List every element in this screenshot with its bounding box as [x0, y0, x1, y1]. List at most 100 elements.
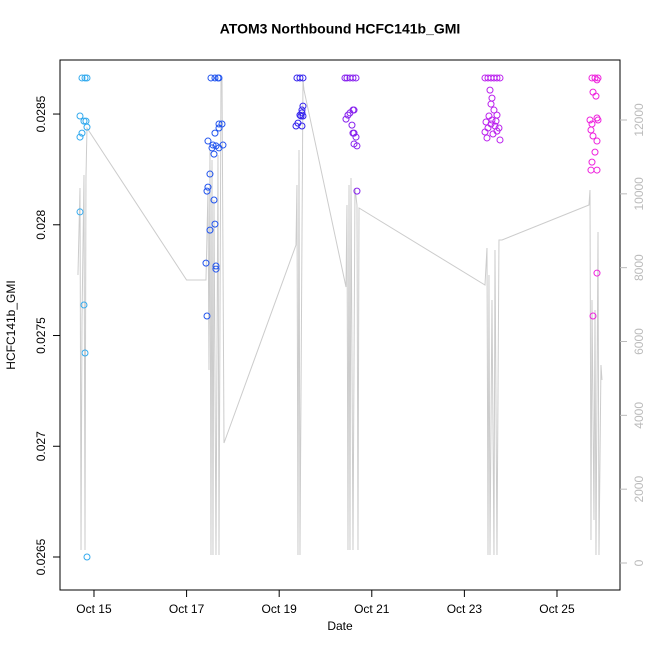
data-point — [212, 262, 220, 270]
data-point — [298, 109, 306, 117]
data-point — [81, 349, 89, 357]
data-point — [493, 74, 501, 82]
data-point — [593, 269, 601, 277]
data-point — [203, 312, 211, 320]
data-point — [203, 187, 211, 195]
data-point — [592, 92, 600, 100]
altitude-line — [77, 79, 603, 556]
data-point — [490, 106, 498, 114]
data-point — [341, 74, 349, 82]
data-point — [593, 76, 601, 84]
data-point — [80, 117, 88, 125]
data-point — [593, 166, 601, 174]
x-tick-label: Oct 15 — [76, 602, 112, 616]
data-point — [344, 111, 352, 119]
data-point — [211, 129, 219, 137]
data-point — [215, 124, 223, 132]
data-point — [202, 259, 210, 267]
data-point — [350, 140, 358, 148]
y2-tick-label: 8000 — [632, 254, 646, 281]
data-point — [349, 129, 357, 137]
data-point — [299, 112, 307, 120]
data-point — [593, 137, 601, 145]
data-point — [212, 265, 220, 273]
data-point — [486, 86, 494, 94]
y-tick-label: 0.027 — [34, 431, 48, 461]
data-point — [594, 116, 602, 124]
data-point — [83, 553, 91, 561]
data-point — [210, 150, 218, 158]
data-point — [204, 183, 212, 191]
data-point — [492, 117, 500, 125]
data-point — [350, 106, 358, 114]
data-point — [496, 136, 504, 144]
data-point — [481, 128, 489, 136]
chart-title: ATOM3 Northbound HCFC141b_GMI — [220, 21, 461, 37]
data-point — [81, 74, 89, 82]
data-point — [83, 123, 91, 131]
data-point — [296, 74, 304, 82]
data-point — [215, 120, 223, 128]
data-point — [353, 187, 361, 195]
data-point — [204, 137, 212, 145]
data-point — [207, 74, 215, 82]
y2-tick-label: 2000 — [632, 476, 646, 503]
data-point — [586, 116, 594, 124]
y-tick-label: 0.028 — [34, 209, 48, 239]
data-point — [298, 122, 306, 130]
x-tick-label: Oct 21 — [354, 602, 390, 616]
data-point — [206, 226, 214, 234]
data-point — [211, 220, 219, 228]
y2-tick-label: 0 — [632, 559, 646, 566]
data-point — [299, 102, 307, 110]
data-point — [76, 133, 84, 141]
data-point — [348, 121, 356, 129]
data-point — [587, 126, 595, 134]
x-tick-label: Oct 17 — [169, 602, 205, 616]
data-point — [299, 74, 307, 82]
y-axis-label: HCFC141b_GMI — [4, 280, 18, 369]
x-tick-label: Oct 23 — [447, 602, 483, 616]
data-point — [206, 170, 214, 178]
data-point — [352, 74, 360, 82]
data-point — [210, 196, 218, 204]
data-point — [349, 74, 357, 82]
data-point — [591, 148, 599, 156]
x-tick-label: Oct 25 — [539, 602, 575, 616]
data-point — [76, 208, 84, 216]
plot-frame — [59, 59, 621, 591]
y2-tick-label: 6000 — [632, 328, 646, 355]
data-point — [219, 141, 227, 149]
data-point — [78, 74, 86, 82]
data-point — [211, 74, 219, 82]
data-point — [488, 116, 496, 124]
data-point — [591, 74, 599, 82]
data-point — [76, 112, 84, 120]
data-point — [588, 158, 596, 166]
data-point — [214, 74, 222, 82]
data-point — [83, 74, 91, 82]
data-point — [297, 112, 305, 120]
y-tick-label: 0.0275 — [34, 317, 48, 354]
data-point — [589, 312, 597, 320]
data-point — [208, 144, 216, 152]
x-tick-label: Oct 19 — [262, 602, 298, 616]
x-axis-label: Date — [327, 619, 353, 633]
y2-tick-label: 10000 — [632, 177, 646, 211]
data-point — [483, 134, 491, 142]
data-point — [496, 74, 504, 82]
data-point — [342, 115, 350, 123]
y2-tick-label: 12000 — [632, 103, 646, 137]
y-tick-label: 0.0265 — [34, 538, 48, 575]
data-point — [209, 141, 217, 149]
y2-tick-label: 4000 — [632, 402, 646, 429]
y-tick-label: 0.0285 — [34, 95, 48, 132]
data-point — [78, 129, 86, 137]
data-point — [493, 127, 501, 135]
data-point — [589, 132, 597, 140]
data-point — [80, 301, 88, 309]
data-point — [487, 100, 495, 108]
